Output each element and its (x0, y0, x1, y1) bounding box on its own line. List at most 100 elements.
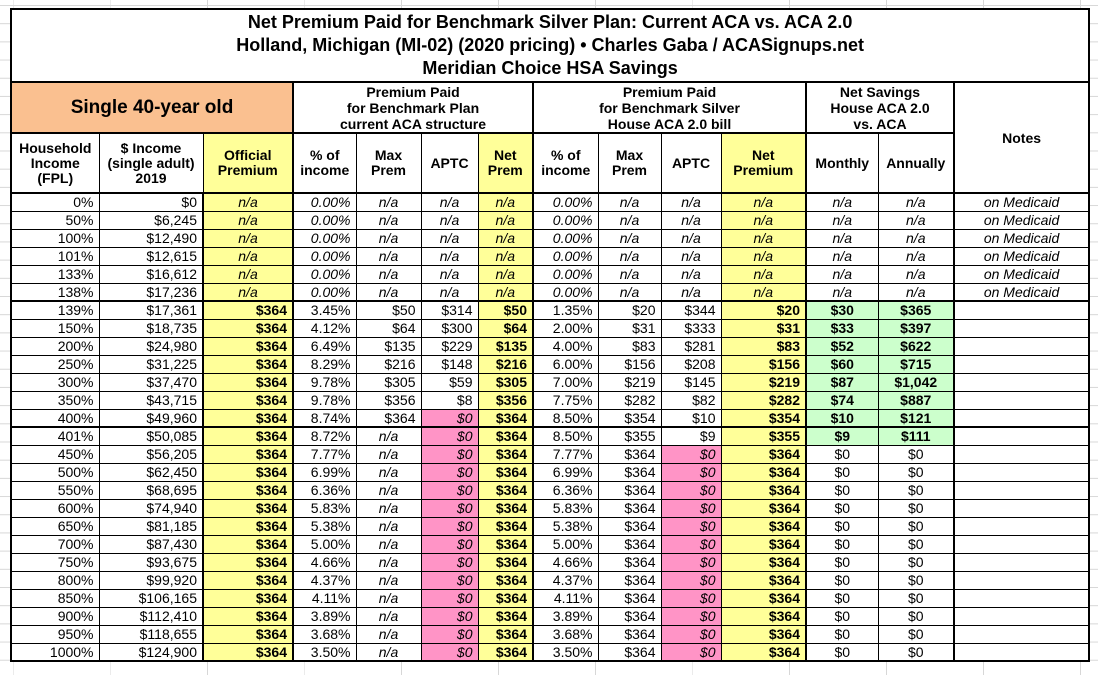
cell-official-premium: $364 (202, 354, 294, 374)
cell-aca-pct-income: 0.00% (292, 264, 357, 284)
cell-aca-max-prem: n/a (355, 480, 422, 500)
cell-income: $6,245 (98, 210, 204, 230)
cell-aca2-aptc: $281 (660, 336, 722, 356)
cell-aca-net-prem: $364 (477, 570, 534, 590)
cell-aca2-pct-income: 5.00% (532, 534, 599, 554)
cell-official-premium: $364 (202, 372, 294, 392)
cell-fpl: 800% (10, 570, 100, 590)
cell-income: $124,900 (98, 642, 204, 662)
cell-aca-pct-income: 0.00% (292, 228, 357, 248)
cell-aca-net-prem: $364 (477, 588, 534, 608)
cell-savings-annually: $0 (877, 606, 955, 626)
cell-aca2-aptc: $145 (660, 372, 722, 392)
cell-aca-pct-income: 3.68% (292, 624, 357, 644)
cell-aca-net-prem: n/a (477, 210, 534, 230)
cell-income: $18,735 (98, 318, 204, 338)
cell-aca-max-prem: n/a (355, 192, 422, 212)
column-header-fpl: Household Income (FPL) (10, 132, 100, 194)
cell-aca-net-prem: $364 (477, 606, 534, 626)
cell-savings-annually: n/a (877, 264, 955, 284)
cell-savings-annually: $365 (877, 300, 955, 320)
cell-aca2-pct-income: 6.36% (532, 480, 599, 500)
cell-aca2-net-premium: $219 (720, 372, 807, 392)
cell-aca2-max-prem: $354 (597, 408, 662, 428)
table-row: 850% $106,165 $364 4.11% n/a $0 $364 4.11% $364 $… (10, 588, 1090, 608)
cell-aca-aptc: $0 (420, 534, 479, 554)
cell-aca-aptc: $0 (420, 498, 479, 518)
cell-notes (952, 552, 1090, 572)
cell-income: $49,960 (98, 408, 204, 428)
cell-aca2-pct-income: 6.99% (532, 462, 599, 482)
cell-fpl: 850% (10, 588, 100, 608)
cell-aca2-aptc: $0 (660, 516, 722, 536)
cell-aca2-pct-income: 7.77% (532, 444, 599, 464)
cell-notes: on Medicaid (952, 264, 1090, 284)
cell-notes (952, 444, 1090, 464)
cell-aca2-max-prem: $219 (597, 372, 662, 392)
cell-aca-max-prem: n/a (355, 462, 422, 482)
table-row: 950% $118,655 $364 3.68% n/a $0 $364 3.68% $364 $… (10, 624, 1090, 644)
cell-official-premium: $364 (202, 534, 294, 554)
cell-aca-pct-income: 0.00% (292, 246, 357, 266)
cell-aca2-max-prem: n/a (597, 246, 662, 266)
table-row: 750% $93,675 $364 4.66% n/a $0 $364 4.66% $364 $0… (10, 552, 1090, 572)
cell-aca2-net-premium: n/a (720, 210, 807, 230)
cell-notes: on Medicaid (952, 192, 1090, 212)
cell-aca2-net-premium: n/a (720, 228, 807, 248)
cell-fpl: 650% (10, 516, 100, 536)
cell-aca-aptc: n/a (420, 264, 479, 284)
cell-aca-aptc: $8 (420, 390, 479, 410)
cell-aca2-max-prem: $355 (597, 426, 662, 446)
cell-savings-annually: $622 (877, 336, 955, 356)
column-header-official-premium: Official Premium (202, 132, 294, 194)
cell-income: $17,236 (98, 282, 204, 302)
cell-aca-net-prem: $364 (477, 444, 534, 464)
cell-savings-monthly: $0 (805, 480, 879, 500)
worksheet-container: Net Premium Paid for Benchmark Silver Pl… (9, 8, 1091, 662)
cell-aca-max-prem: n/a (355, 210, 422, 230)
cell-savings-monthly: $0 (805, 444, 879, 464)
cell-fpl: 401% (10, 426, 100, 446)
cell-savings-monthly: $0 (805, 516, 879, 536)
table-row: 150% $18,735 $364 4.12% $64 $300 $64 2.00% $31 $3… (10, 318, 1090, 338)
cell-aca2-net-premium: $20 (720, 300, 807, 320)
cell-aca2-aptc: $0 (660, 588, 722, 608)
column-header-row: Household Income (FPL) $ Income (single a… (10, 132, 1089, 194)
title-line-3: Meridian Choice HSA Savings (422, 58, 678, 78)
cell-fpl: 50% (10, 210, 100, 230)
cell-income: $118,655 (98, 624, 204, 644)
cell-official-premium: n/a (202, 282, 294, 302)
cell-aca2-aptc: $0 (660, 570, 722, 590)
cell-income: $12,490 (98, 228, 204, 248)
table-row: 250% $31,225 $364 8.29% $216 $148 $216 6.00% $15… (10, 354, 1090, 374)
cell-savings-monthly: $0 (805, 624, 879, 644)
cell-aca2-aptc: n/a (660, 246, 722, 266)
cell-aca2-max-prem: $364 (597, 498, 662, 518)
cell-official-premium: $364 (202, 606, 294, 626)
cell-fpl: 300% (10, 372, 100, 392)
cell-notes (952, 462, 1090, 482)
cell-aca2-pct-income: 7.75% (532, 390, 599, 410)
cell-aca2-max-prem: $156 (597, 354, 662, 374)
cell-notes (952, 498, 1090, 518)
cell-official-premium: n/a (202, 210, 294, 230)
cell-official-premium: $364 (202, 318, 294, 338)
cell-income: $16,612 (98, 264, 204, 284)
cell-aca-pct-income: 4.12% (292, 318, 357, 338)
cell-aca-aptc: n/a (420, 192, 479, 212)
cell-aca-pct-income: 9.78% (292, 372, 357, 392)
cell-aca2-pct-income: 0.00% (532, 228, 599, 248)
cell-aca2-pct-income: 4.66% (532, 552, 599, 572)
cell-official-premium: $364 (202, 588, 294, 608)
cell-aca-max-prem: $216 (355, 354, 422, 374)
cell-aca2-aptc: $0 (660, 534, 722, 554)
cell-aca-net-prem: $216 (477, 354, 534, 374)
cell-aca-max-prem: $356 (355, 390, 422, 410)
cell-aca2-net-premium: $364 (720, 480, 807, 500)
column-header-aca2-pct-income: % of income (532, 132, 599, 194)
cell-aca2-aptc: $82 (660, 390, 722, 410)
cell-aca-pct-income: 5.38% (292, 516, 357, 536)
cell-aca-max-prem: n/a (355, 516, 422, 536)
cell-aca-pct-income: 4.11% (292, 588, 357, 608)
cell-income: $50,085 (98, 426, 204, 446)
